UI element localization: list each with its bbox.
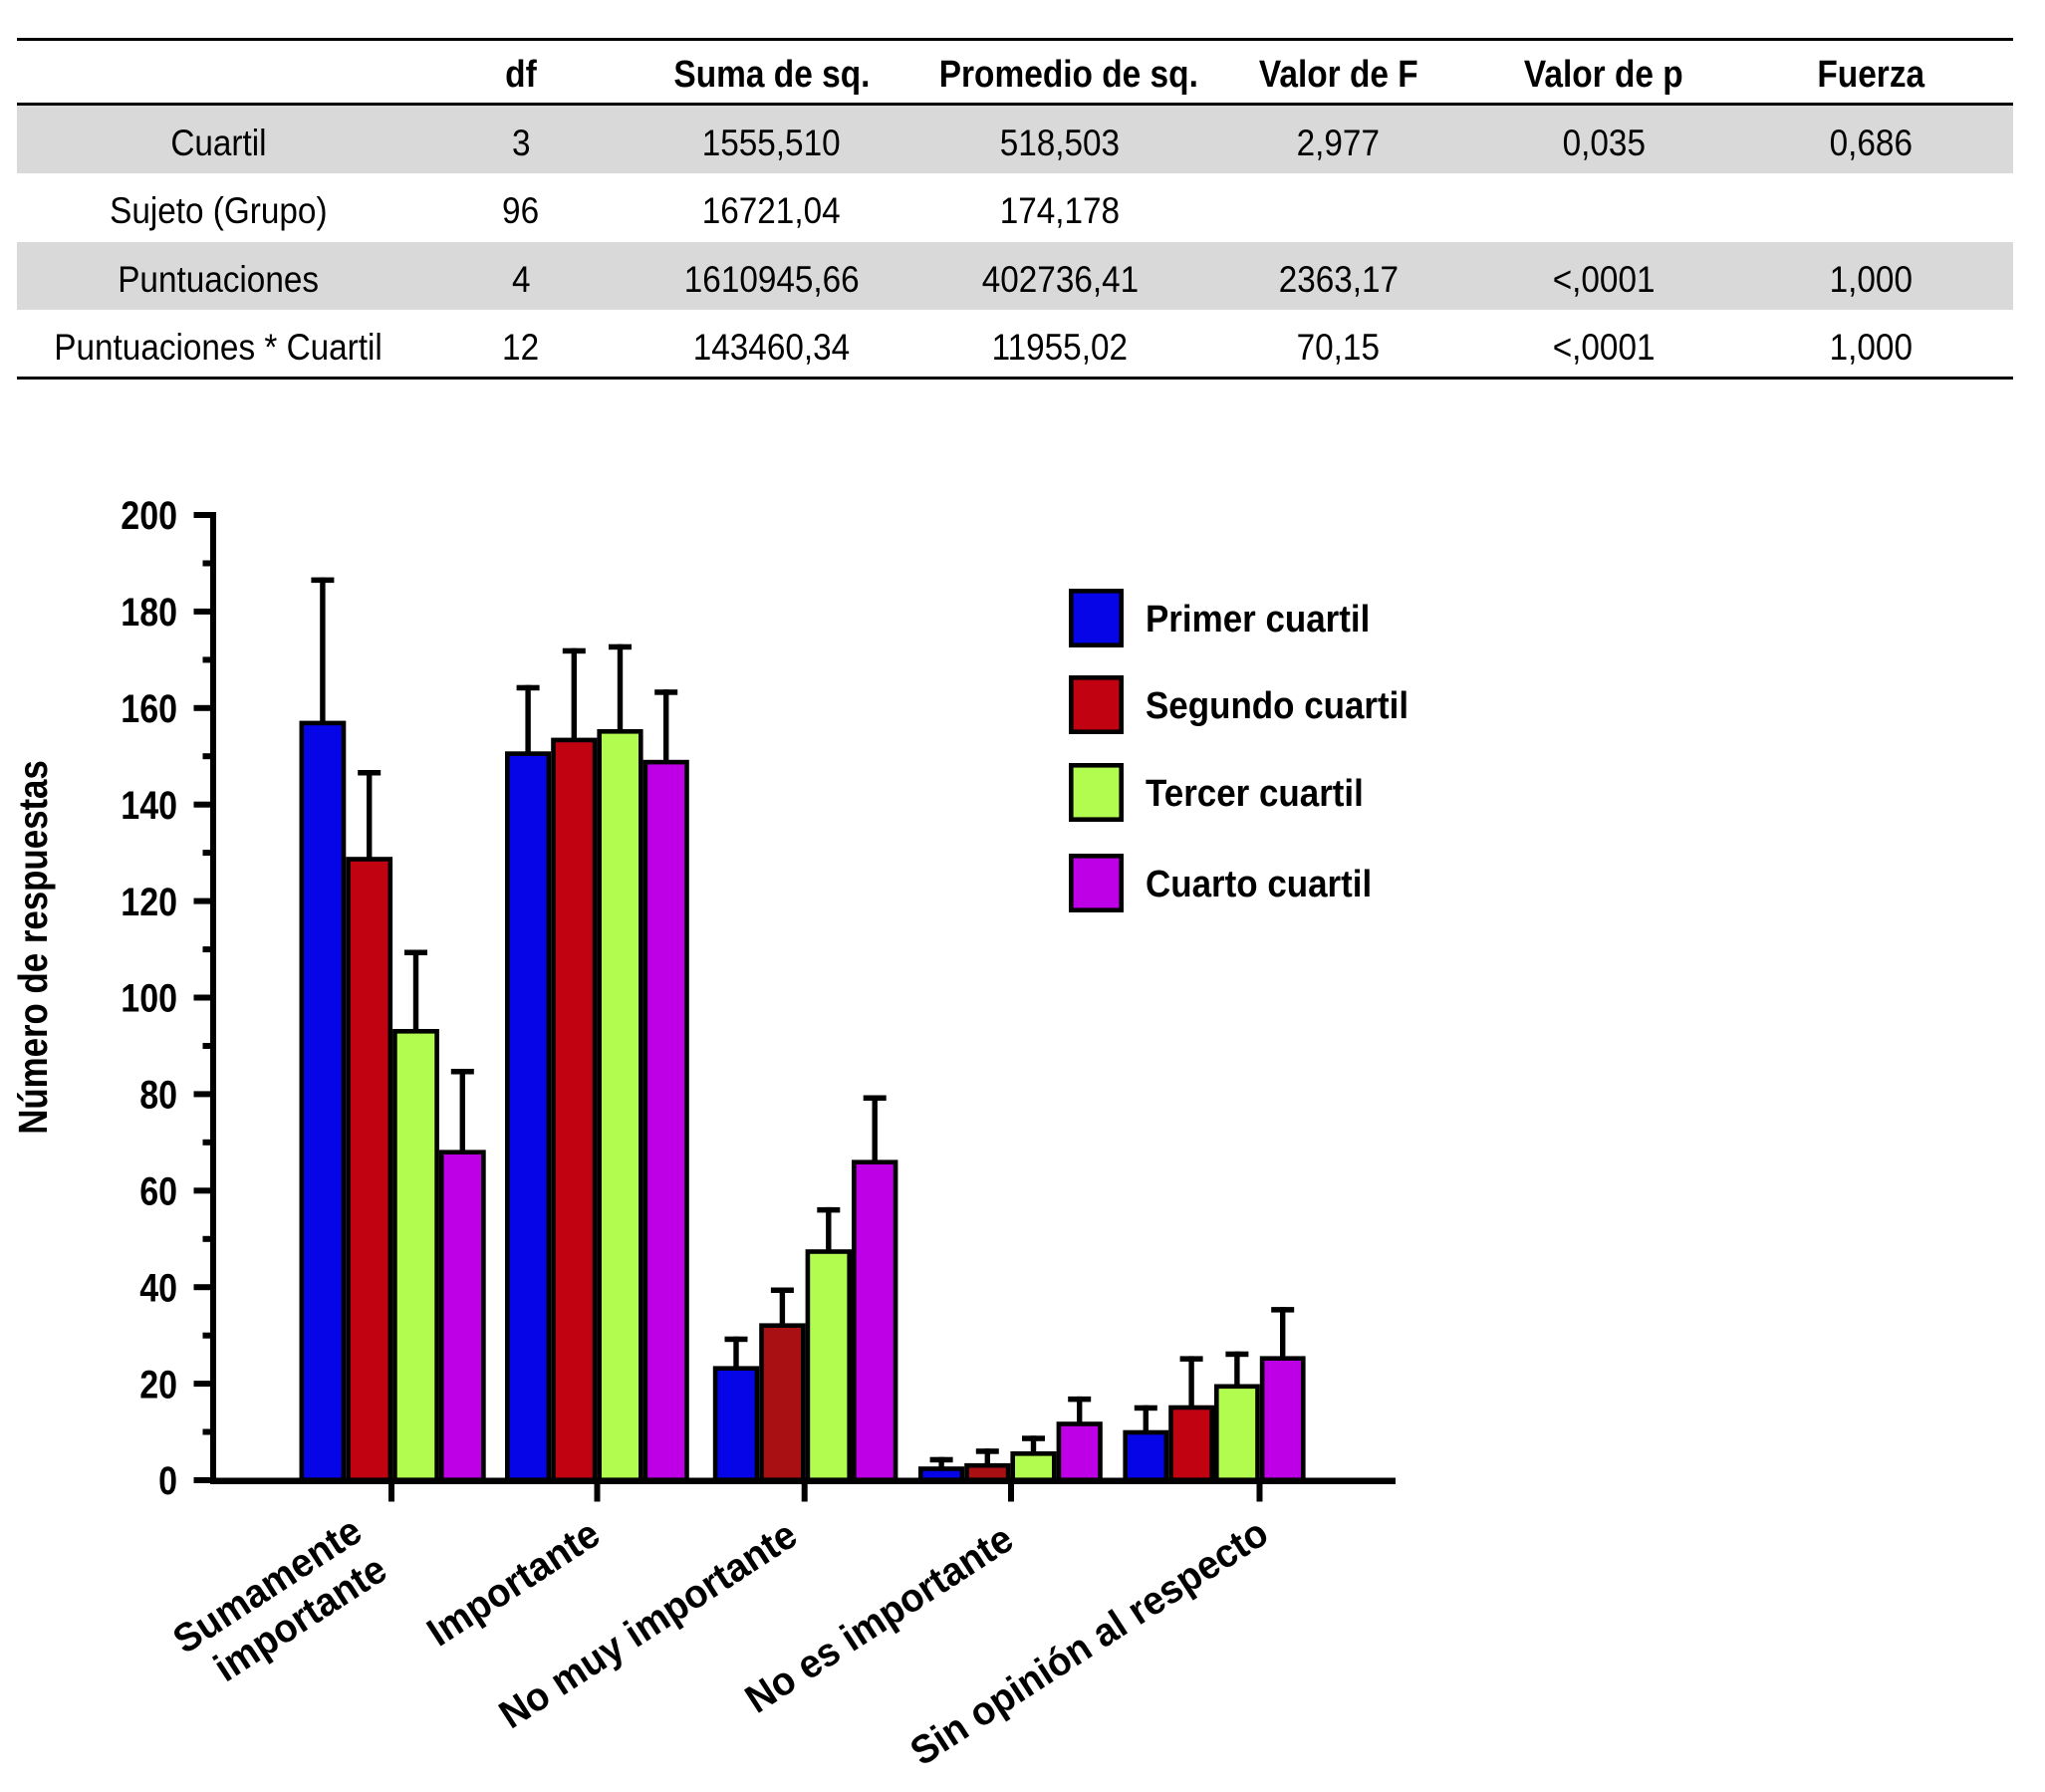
svg-text:60: 60 — [139, 1168, 177, 1213]
svg-text:Cuarto cuartil: Cuarto cuartil — [1146, 863, 1372, 905]
svg-text:160: 160 — [121, 685, 177, 730]
svg-text:180: 180 — [121, 589, 177, 634]
svg-text:200: 200 — [121, 493, 177, 538]
svg-text:0: 0 — [158, 1458, 177, 1503]
svg-text:100: 100 — [121, 975, 177, 1020]
svg-text:20: 20 — [139, 1362, 177, 1407]
svg-text:80: 80 — [139, 1072, 177, 1117]
svg-text:Primer cuartil: Primer cuartil — [1146, 598, 1370, 640]
svg-text:40: 40 — [139, 1265, 177, 1310]
svg-text:Tercer cuartil: Tercer cuartil — [1146, 772, 1364, 815]
svg-text:Número de respuestas: Número de respuestas — [11, 760, 56, 1135]
svg-text:Importante: Importante — [419, 1512, 608, 1656]
svg-text:140: 140 — [121, 782, 177, 827]
svg-text:Segundo cuartil: Segundo cuartil — [1146, 684, 1408, 727]
svg-text:120: 120 — [121, 879, 177, 923]
